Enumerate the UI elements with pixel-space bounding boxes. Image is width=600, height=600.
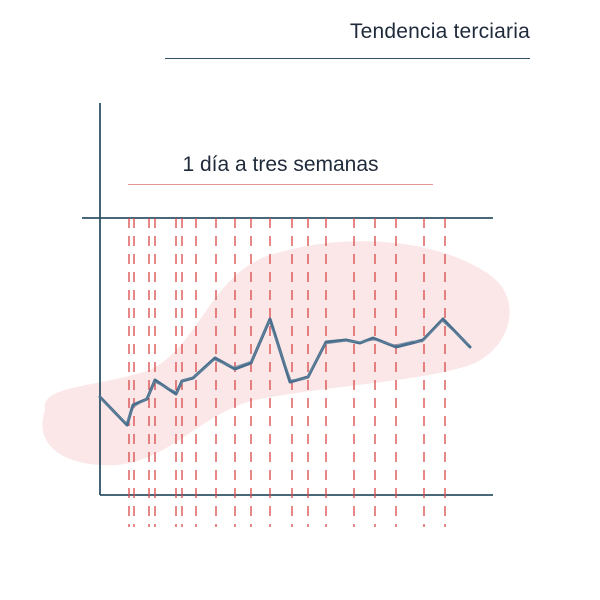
dashed-dividers <box>128 218 446 527</box>
timeframe-label: 1 día a tres semanas <box>182 153 379 176</box>
title-underline <box>165 58 530 59</box>
trend-line-sketch <box>100 320 470 424</box>
background-blob <box>42 241 510 466</box>
timeframe-underline <box>128 184 433 185</box>
diagram-title: Tendencia terciaria <box>349 20 530 43</box>
